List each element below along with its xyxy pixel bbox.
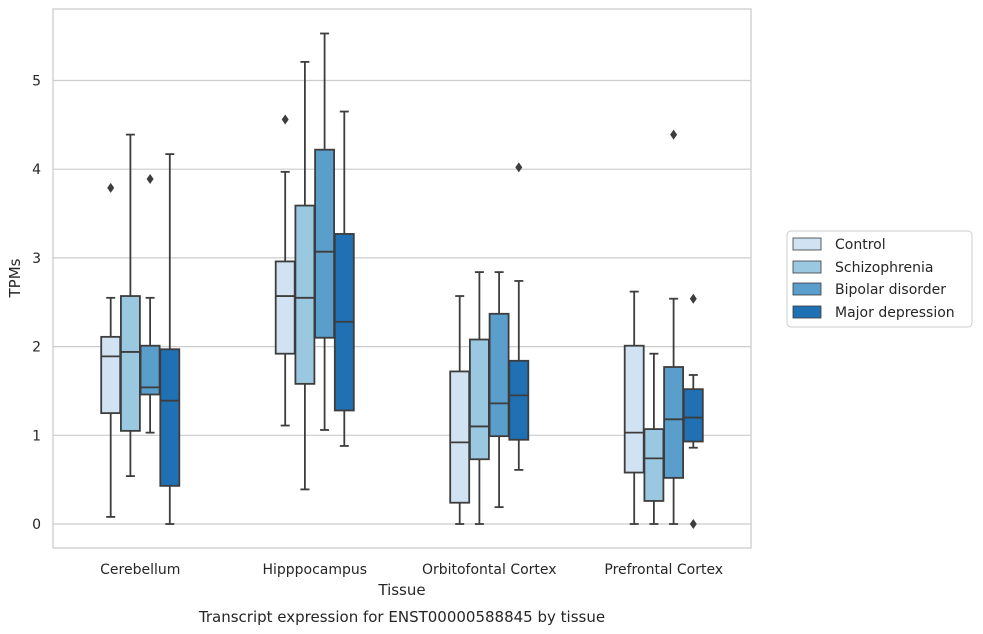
box-orbitofontal-cortex-major-depression-outlier-0	[515, 162, 523, 173]
box-prefrontal-cortex-major-depression-outlier-0	[689, 293, 697, 304]
series-major-depression	[159, 110, 704, 529]
box-prefrontal-cortex-schizophrenia-iqr	[643, 428, 665, 502]
y-tick-label-1: 1	[32, 428, 41, 444]
box-series	[100, 32, 704, 529]
box-prefrontal-cortex-schizophrenia	[643, 352, 665, 525]
box-prefrontal-cortex-major-depression-iqr	[682, 388, 704, 443]
legend: Control Schizophrenia Bipolar disorder M…	[786, 230, 973, 328]
box-hipppocampus-bipolar-disorder-iqr	[314, 148, 336, 339]
legend-frame	[786, 230, 973, 328]
box-orbitofontal-cortex-major-depression	[508, 162, 530, 471]
series-control	[100, 114, 645, 525]
box-hipppocampus-control-outlier-0	[281, 114, 289, 125]
box-orbitofontal-cortex-control	[449, 295, 471, 525]
series-bipolar-disorder	[139, 32, 684, 525]
box-hipppocampus-control	[274, 114, 296, 427]
legend-label-control: Control	[835, 237, 886, 253]
legend-item-bipolar-disorder: Bipolar disorder	[792, 282, 946, 298]
x-tick-label-cerebellum: Cerebellum	[100, 562, 180, 578]
box-prefrontal-cortex-bipolar-disorder-outlier-0	[670, 129, 678, 140]
box-prefrontal-cortex-control-iqr	[623, 344, 645, 474]
chart-caption: Transcript expression for ENST0000058884…	[198, 608, 605, 626]
box-prefrontal-cortex-major-depression	[682, 293, 704, 529]
box-cerebellum-control	[100, 182, 122, 518]
box-cerebellum-schizophrenia-iqr	[120, 295, 141, 432]
box-hipppocampus-major-depression	[333, 110, 355, 447]
y-axis-title: TPMs	[6, 258, 24, 298]
legend-swatch-schizophrenia	[792, 260, 822, 274]
box-cerebellum-bipolar-disorder	[139, 173, 161, 434]
box-prefrontal-cortex-bipolar-disorder-iqr	[663, 366, 684, 479]
x-axis: Cerebellum Hipppocampus Orbitofontal Corte…	[100, 562, 723, 578]
box-orbitofontal-cortex-major-depression-iqr	[508, 359, 530, 441]
legend-item-schizophrenia: Schizophrenia	[792, 260, 933, 276]
box-hipppocampus-control-iqr	[274, 260, 296, 355]
box-hipppocampus-schizophrenia-iqr	[294, 204, 316, 385]
box-hipppocampus-bipolar-disorder	[314, 32, 336, 431]
box-prefrontal-cortex-control	[623, 290, 645, 525]
box-cerebellum-control-outlier-0	[107, 182, 115, 193]
legend-swatch-control	[792, 237, 822, 251]
x-tick-label-orbitofontal-cortex: Orbitofontal Cortex	[422, 562, 557, 578]
legend-label-schizophrenia: Schizophrenia	[835, 260, 933, 276]
box-prefrontal-cortex-bipolar-disorder	[663, 129, 684, 525]
legend-swatch-bipolar-disorder	[792, 282, 822, 296]
x-axis-title: Tissue	[377, 581, 425, 599]
legend-swatch-major-depression	[792, 305, 822, 319]
legend-item-control: Control	[792, 237, 886, 253]
box-orbitofontal-cortex-schizophrenia	[468, 271, 490, 525]
y-axis: 0 1 2 3 4 5	[32, 74, 41, 534]
box-orbitofontal-cortex-bipolar-disorder-iqr	[488, 312, 510, 438]
box-cerebellum-major-depression-iqr	[159, 348, 181, 487]
box-orbitofontal-cortex-bipolar-disorder	[488, 271, 510, 509]
legend-item-major-depression: Major depression	[792, 305, 955, 321]
y-tick-label-2: 2	[32, 340, 41, 356]
box-prefrontal-cortex-major-depression-outlier-1	[689, 519, 697, 529]
box-hipppocampus-schizophrenia	[294, 60, 316, 491]
box-cerebellum-schizophrenia	[120, 133, 141, 478]
x-tick-label-prefrontal-cortex: Prefrontal Cortex	[604, 562, 723, 578]
legend-label-bipolar-disorder: Bipolar disorder	[835, 282, 946, 298]
box-orbitofontal-cortex-control-iqr	[449, 370, 471, 504]
y-tick-label-0: 0	[32, 517, 41, 533]
y-tick-label-3: 3	[32, 251, 41, 267]
plot-area-frame	[52, 8, 752, 549]
box-cerebellum-major-depression	[159, 153, 181, 525]
y-tick-label-5: 5	[32, 74, 41, 90]
x-tick-label-hipppocampus: Hipppocampus	[262, 562, 367, 578]
box-cerebellum-control-iqr	[100, 335, 122, 415]
y-tick-label-4: 4	[32, 162, 41, 178]
legend-label-major-depression: Major depression	[835, 305, 955, 321]
series-schizophrenia	[120, 60, 665, 525]
box-cerebellum-bipolar-disorder-outlier-0	[146, 173, 154, 184]
box-orbitofontal-cortex-schizophrenia-iqr	[468, 338, 490, 461]
